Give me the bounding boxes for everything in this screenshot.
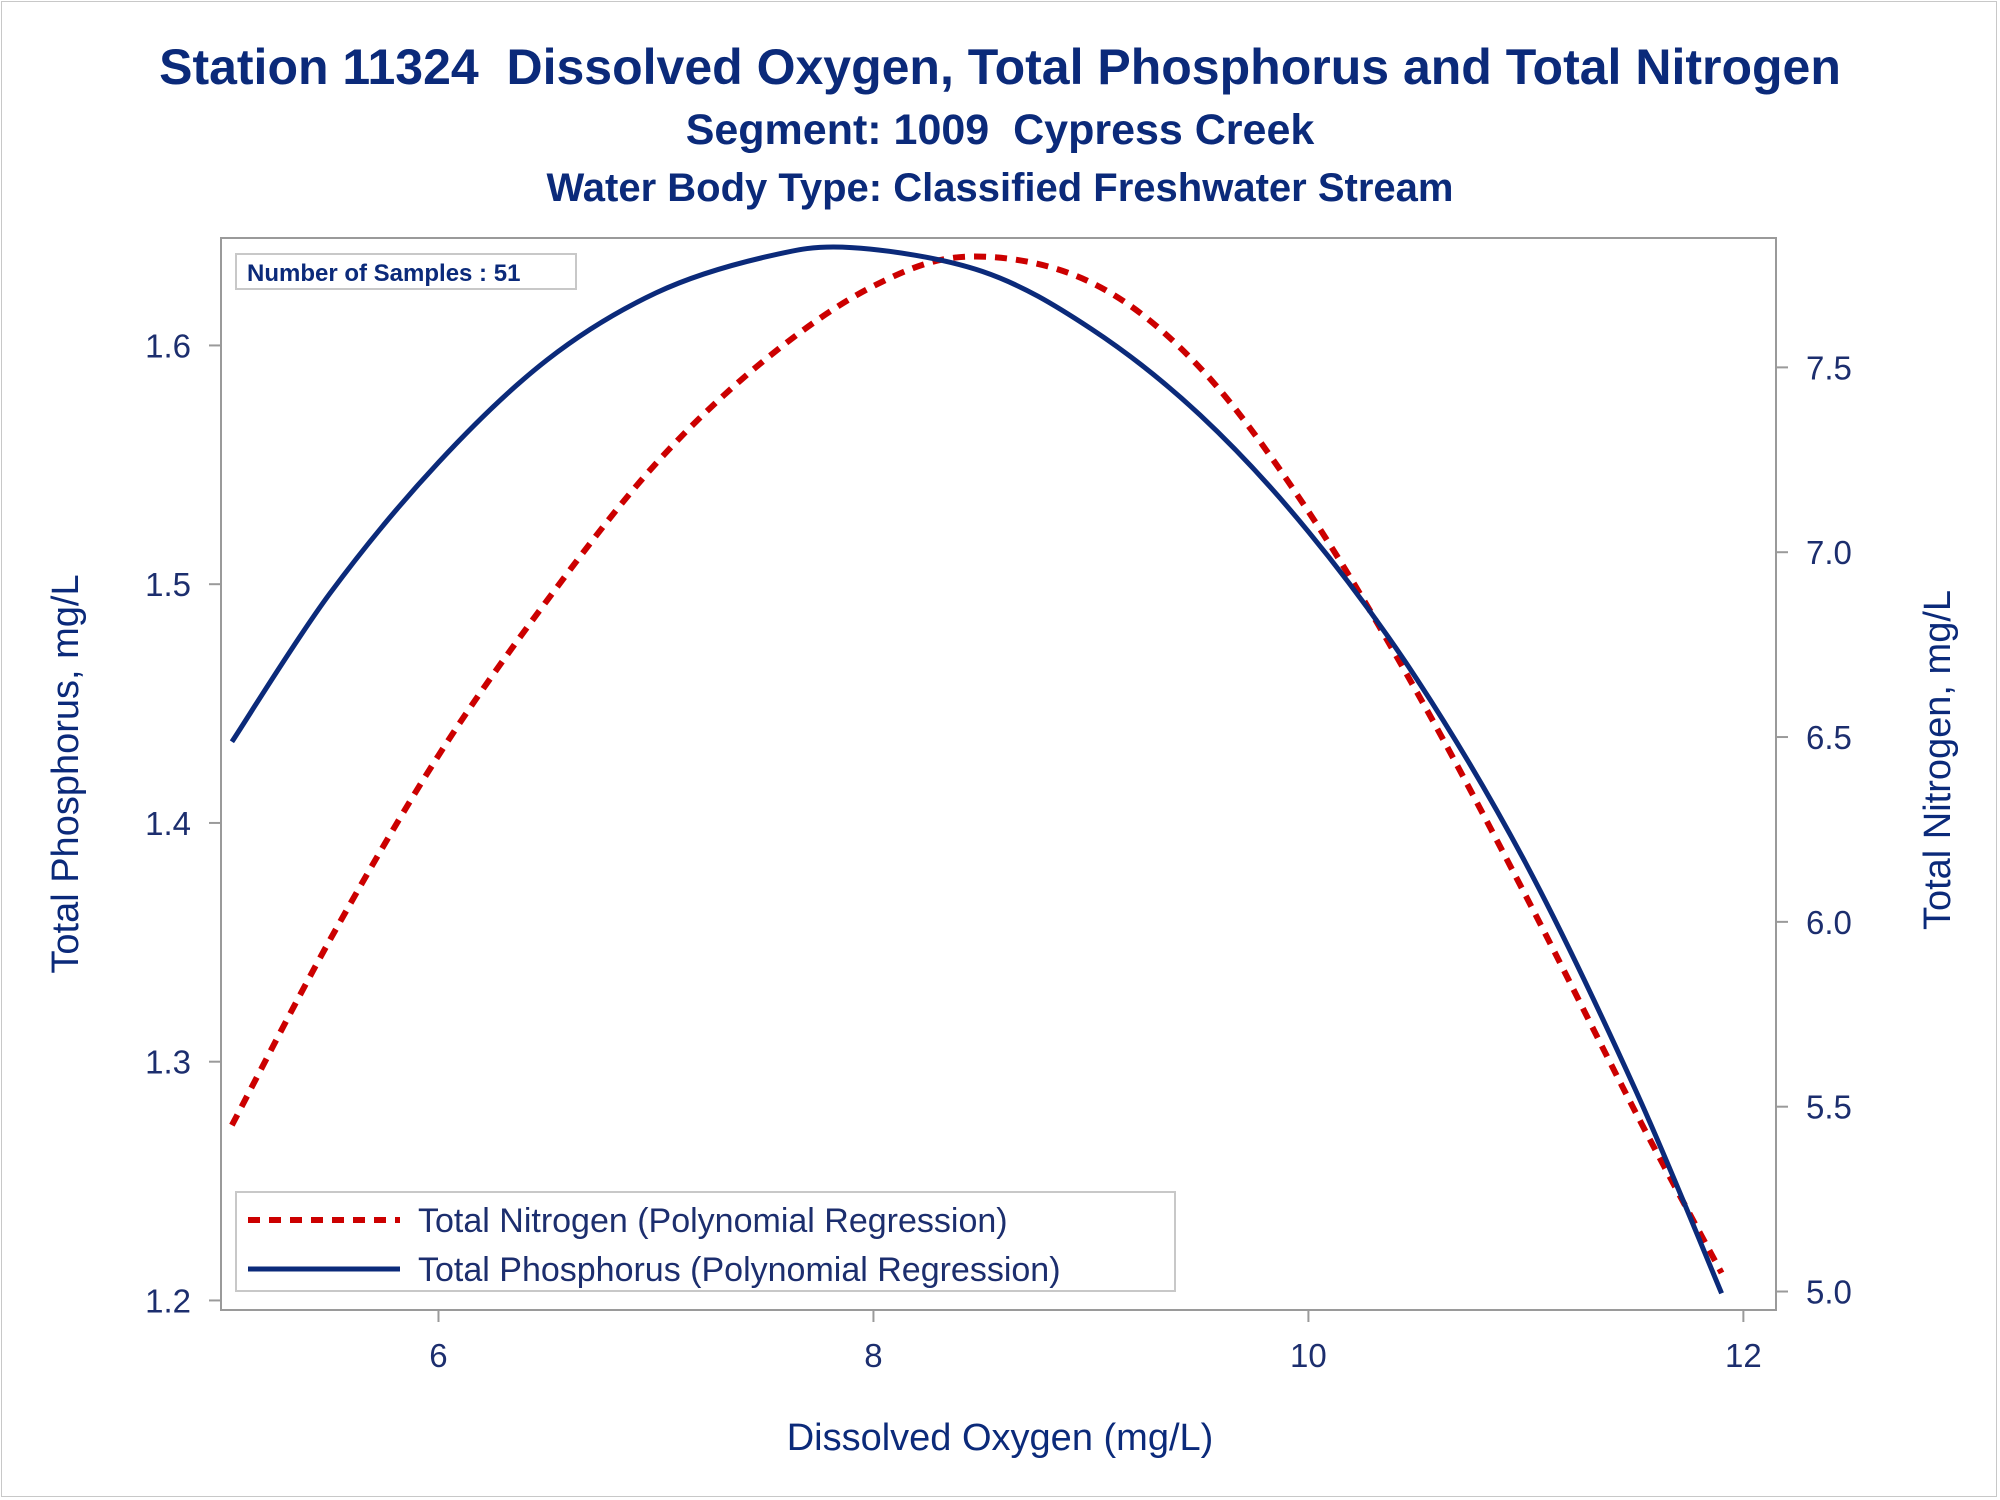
series-layer — [229, 244, 1725, 1295]
x-tick-label: 6 — [429, 1337, 447, 1374]
legend-label-nitrogen: Total Nitrogen (Polynomial Regression) — [418, 1202, 1008, 1240]
y-axis-label: Total Phosphorus, mg/L — [45, 574, 87, 973]
legend-label-phosphorus: Total Phosphorus (Polynomial Regression) — [418, 1251, 1061, 1289]
y-axis-left: 1.2 1.3 1.4 1.5 1.6 — [145, 327, 221, 1319]
y2-tick-label: 6.0 — [1806, 904, 1852, 941]
y-tick-label: 1.2 — [145, 1282, 191, 1319]
y-tick-label: 1.3 — [145, 1044, 191, 1081]
y2-tick-label: 6.5 — [1806, 719, 1852, 756]
chart-subtitle-water-body: Water Body Type: Classified Freshwater S… — [546, 166, 1454, 210]
samples-inset: Number of Samples : 51 — [235, 253, 577, 290]
legend-box — [235, 1191, 1176, 1292]
y2-axis-label: Total Nitrogen, mg/L — [1917, 590, 1959, 930]
legend: Total Nitrogen (Polynomial Regression) T… — [235, 1191, 1176, 1292]
y-axis-right: 5.0 5.5 6.0 6.5 7.0 7.5 — [1776, 349, 1852, 1311]
x-axis: 6 8 10 12 — [429, 1310, 1762, 1374]
y-tick-label: 1.4 — [145, 805, 191, 842]
y2-tick-label: 7.0 — [1806, 534, 1852, 571]
chart-subtitle: Segment: 1009 Cypress Creek — [685, 106, 1315, 154]
series-total-phosphorus-line — [229, 244, 1724, 1295]
y2-tick-label: 7.5 — [1806, 349, 1852, 386]
samples-inset-text: Number of Samples : 51 — [247, 260, 520, 287]
x-axis-label: Dissolved Oxygen (mg/L) — [787, 1417, 1214, 1459]
x-tick-label: 12 — [1725, 1337, 1762, 1374]
x-tick-label: 8 — [864, 1337, 882, 1374]
samples-inset-box — [235, 253, 577, 290]
y2-tick-label: 5.0 — [1806, 1274, 1852, 1311]
y-tick-label: 1.5 — [145, 566, 191, 603]
y-tick-label: 1.6 — [145, 327, 191, 364]
y2-tick-label: 5.5 — [1806, 1089, 1852, 1126]
series-total-nitrogen-line — [229, 253, 1725, 1275]
x-tick-label: 10 — [1290, 1337, 1327, 1374]
chart-title: Station 11324 Dissolved Oxygen, Total Ph… — [159, 39, 1841, 95]
plot-area — [220, 237, 1777, 1311]
